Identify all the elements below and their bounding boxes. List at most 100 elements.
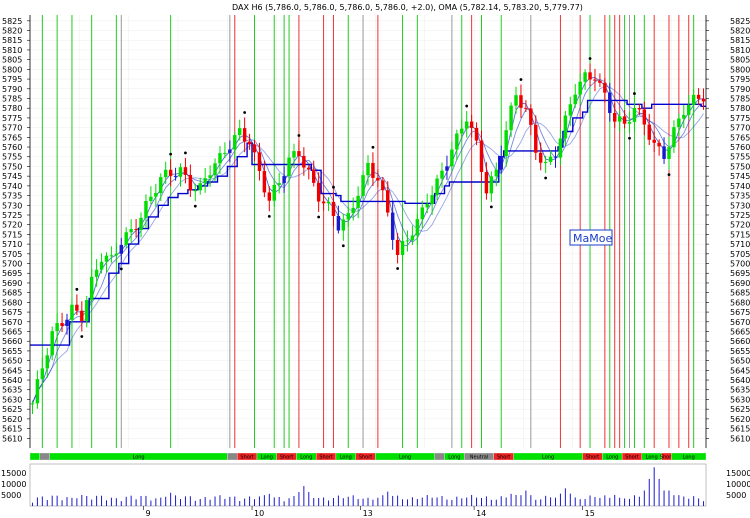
candle-body xyxy=(568,104,573,116)
candle-body xyxy=(188,174,193,191)
price-tick-label-right: 5700 xyxy=(730,260,750,269)
candle-body xyxy=(435,178,439,196)
day-tick-label: 14 xyxy=(476,509,486,518)
candle-body xyxy=(632,108,637,122)
price-tick-label-right: 5720 xyxy=(730,221,750,230)
candle-body xyxy=(366,162,370,176)
signal-band-label: Short xyxy=(240,455,253,461)
candle-body xyxy=(548,156,553,162)
price-tick-label-left: 5785 xyxy=(2,94,22,103)
candle-body xyxy=(50,331,54,356)
candle-body xyxy=(154,193,158,197)
price-tick-label-left: 5780 xyxy=(2,104,22,113)
candle-body xyxy=(400,240,405,255)
candle-body xyxy=(257,152,262,172)
candle-body xyxy=(504,130,508,157)
candle-body xyxy=(193,190,198,192)
price-tick-label-right: 5705 xyxy=(730,250,750,259)
candle-body xyxy=(321,201,326,204)
candle-body xyxy=(538,152,543,163)
candle-body xyxy=(45,355,49,369)
price-tick-label-left: 5755 xyxy=(2,153,22,162)
candle-body xyxy=(677,118,681,128)
price-tick-label-left: 5775 xyxy=(2,114,22,123)
candle-body xyxy=(242,128,247,142)
candle-body xyxy=(563,115,568,139)
candle-body xyxy=(208,175,212,179)
candle-body xyxy=(277,183,281,185)
candle-body xyxy=(578,81,582,95)
price-tick-label-left: 5750 xyxy=(2,162,22,171)
candle-body xyxy=(287,157,291,177)
price-tick-label-left: 5720 xyxy=(2,221,22,230)
price-tick-label-right: 5740 xyxy=(730,182,750,191)
pivot-low-dot xyxy=(489,205,493,209)
candle-body xyxy=(223,152,227,154)
candle-body xyxy=(124,232,128,245)
pivot-dots-layer xyxy=(75,57,671,338)
candle-body xyxy=(134,229,138,231)
candle-body xyxy=(159,177,163,194)
candle-body xyxy=(479,140,484,173)
ma-line-5 xyxy=(32,78,704,404)
pivot-high-dot xyxy=(297,134,301,137)
price-tick-label-left: 5730 xyxy=(2,201,22,210)
price-tick-label-left: 5645 xyxy=(2,366,22,375)
signal-band-label: Short xyxy=(660,455,673,461)
candle-body xyxy=(55,323,59,332)
candle-body xyxy=(696,94,701,99)
candle-body xyxy=(583,72,587,82)
candle-body xyxy=(144,200,148,218)
signal-band-label: Short xyxy=(280,455,293,461)
day-tick-label: 9 xyxy=(145,509,150,518)
price-tick-label-left: 5800 xyxy=(2,65,22,74)
price-tick-label-right: 5785 xyxy=(730,94,750,103)
price-tick-label-left: 5670 xyxy=(2,318,22,327)
price-tick-label-left: 5725 xyxy=(2,211,22,220)
watermark-box xyxy=(569,229,613,246)
candle-body xyxy=(129,229,133,233)
signal-band-label: Long xyxy=(646,455,658,461)
pivot-high-dot xyxy=(633,92,636,95)
candle-body xyxy=(104,255,109,262)
grid-layer xyxy=(29,15,706,448)
candle-body xyxy=(272,184,276,201)
price-tick-label-right: 5775 xyxy=(730,114,750,123)
pivot-low-dot xyxy=(667,173,671,177)
volume-tick-label-right: 10000 xyxy=(726,480,750,489)
candle-body xyxy=(30,403,35,405)
price-tick-label-left: 5660 xyxy=(2,337,22,346)
price-tick-label-right: 5765 xyxy=(730,133,750,142)
ma-line-8 xyxy=(32,85,704,404)
day-tick-label: 10 xyxy=(254,509,264,518)
candle-body xyxy=(376,177,380,181)
signal-band-label: Short xyxy=(497,455,510,461)
candle-body xyxy=(65,319,69,327)
pivot-low-dot xyxy=(193,204,197,208)
price-tick-label-right: 5820 xyxy=(730,27,750,36)
candle-body xyxy=(80,310,84,321)
pivot-low-dot xyxy=(80,335,84,338)
candle-body xyxy=(509,105,513,131)
price-tick-label-right: 5710 xyxy=(730,240,750,249)
price-tick-label-left: 5640 xyxy=(2,376,22,385)
candle-body xyxy=(173,175,178,177)
candle-body xyxy=(297,151,301,156)
signal-band-layer: Long Short Long Short Long Short Long Short Long… xyxy=(29,452,707,461)
candle-body xyxy=(114,253,119,256)
price-tick-label-right: 5620 xyxy=(730,415,750,424)
price-tick-label-right: 5635 xyxy=(730,386,750,395)
price-tick-label-right: 5675 xyxy=(730,308,750,317)
pivot-high-dot xyxy=(519,78,523,81)
price-tick-label-left: 5635 xyxy=(2,386,22,395)
price-tick-label-right: 5645 xyxy=(730,366,750,375)
candle-body xyxy=(163,169,168,178)
candle-body xyxy=(588,72,592,80)
price-tick-label-left: 5745 xyxy=(2,172,22,181)
signal-band-label: Long xyxy=(261,455,273,461)
candle-body xyxy=(627,121,632,124)
price-tick-label-right: 5630 xyxy=(730,395,750,404)
candle-body xyxy=(445,166,449,171)
pivot-high-dot xyxy=(465,104,469,108)
